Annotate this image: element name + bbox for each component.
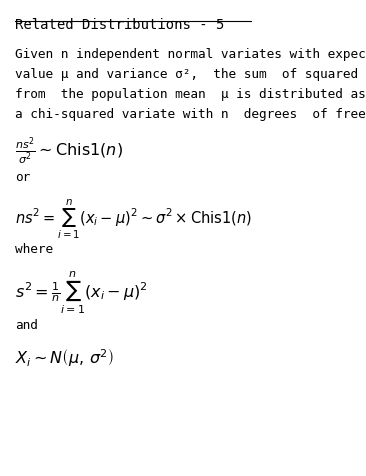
Text: or: or [15,171,30,184]
Text: $\frac{ns^2}{\sigma^2} \sim \mathrm{Chis1}(n)$: $\frac{ns^2}{\sigma^2} \sim \mathrm{Chis… [15,136,123,168]
Text: a chi-squared variate with n  degrees  of freedom, i.e.: a chi-squared variate with n degrees of … [15,108,366,120]
Text: Given n independent normal variates with expected: Given n independent normal variates with… [15,48,366,60]
Text: Related Distributions - 5: Related Distributions - 5 [15,18,224,32]
Text: $X_i \sim N\left(\mu,\, \sigma^2\right)$: $X_i \sim N\left(\mu,\, \sigma^2\right)$ [15,347,114,369]
Text: where: where [15,243,53,256]
Text: and: and [15,319,38,332]
Text: value μ and variance σ²,  the sum  of squared deviations: value μ and variance σ², the sum of squa… [15,68,366,80]
Text: from  the population mean  μ is distributed as σ² - times: from the population mean μ is distribute… [15,88,366,100]
Text: $ns^2 = \sum_{i=1}^{n}\left(x_i - \mu\right)^2 \sim \sigma^2 \times \mathrm{Chis: $ns^2 = \sum_{i=1}^{n}\left(x_i - \mu\ri… [15,198,251,241]
Text: $s^2 = \frac{1}{n}\sum_{i=1}^{n}\left(x_i - \mu\right)^2$: $s^2 = \frac{1}{n}\sum_{i=1}^{n}\left(x_… [15,269,147,316]
